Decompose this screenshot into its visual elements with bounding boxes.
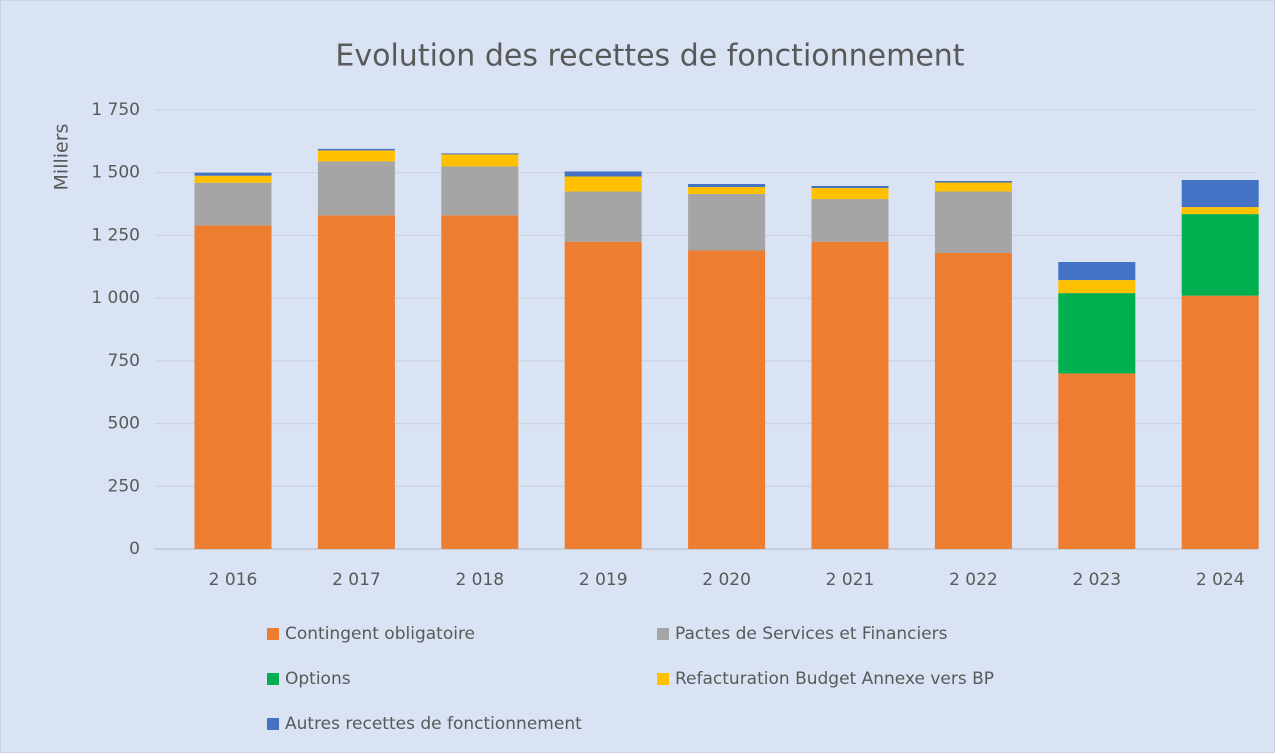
legend-label: Options: [285, 669, 351, 689]
y-tick-label: 250: [108, 476, 140, 496]
bar-segment: [811, 186, 889, 189]
y-tick-label: 750: [108, 351, 140, 371]
chart-title: Evolution des recettes de fonctionnement: [335, 39, 964, 74]
bar-segment: [564, 241, 642, 549]
bar-segment: [1181, 214, 1259, 296]
x-tick-label: 2 020: [702, 570, 751, 590]
bar-segment: [194, 182, 272, 226]
bar-segment: [194, 225, 272, 549]
y-tick-label: 0: [129, 539, 140, 559]
x-tick-label: 2 024: [1196, 570, 1245, 590]
x-tick-label: 2 019: [579, 570, 628, 590]
x-tick-label: 2 022: [949, 570, 998, 590]
bar-segment: [934, 182, 1012, 192]
legend-swatch: [267, 628, 279, 640]
y-tick-label: 500: [108, 414, 140, 434]
bar-segment: [441, 215, 519, 550]
x-tick-label: 2 018: [455, 570, 504, 590]
y-tick-label: 1 750: [91, 100, 140, 120]
bar-segment: [811, 188, 889, 200]
bar-segment: [811, 241, 889, 549]
y-tick-label: 1 000: [91, 288, 140, 308]
y-tick-label: 1 500: [91, 163, 140, 183]
x-tick-label: 2 016: [209, 570, 258, 590]
bar-segment: [317, 150, 395, 162]
legend-swatch: [267, 673, 279, 685]
bar-segment: [1181, 207, 1259, 215]
bar-segment: [811, 199, 889, 242]
bar-segment: [1181, 295, 1259, 549]
x-tick-label: 2 023: [1072, 570, 1121, 590]
bar-segment: [441, 154, 519, 167]
bar-segment: [317, 215, 395, 550]
bar-segment: [1181, 179, 1259, 208]
bar-segment: [1058, 280, 1136, 294]
bar-segment: [194, 172, 272, 176]
y-tick-label: 1 250: [91, 225, 140, 245]
bar-segment: [317, 148, 395, 151]
legend-label: Contingent obligatoire: [285, 624, 475, 644]
bar-segment: [688, 194, 766, 251]
legend-swatch: [657, 673, 669, 685]
x-tick-label: 2 021: [826, 570, 875, 590]
bar-segment: [441, 166, 519, 216]
bar-segment: [688, 250, 766, 550]
bar-segment: [688, 187, 766, 195]
bar-segment: [934, 252, 1012, 549]
bar-segment: [1058, 373, 1136, 549]
bar-segment: [934, 191, 1012, 253]
legend-label: Pactes de Services et Financiers: [675, 624, 948, 644]
bar-segment: [1058, 293, 1136, 374]
legend-swatch: [267, 718, 279, 730]
bar-segment: [564, 191, 642, 242]
legend-swatch: [657, 628, 669, 640]
bar-segment: [317, 161, 395, 216]
y-axis-label: Milliers: [51, 124, 73, 191]
bar-segment: [194, 175, 272, 183]
bar-segment: [688, 184, 766, 188]
legend-label: Autres recettes de fonctionnement: [285, 714, 582, 734]
bar-segment: [1058, 262, 1136, 281]
x-tick-label: 2 017: [332, 570, 381, 590]
bar-segment: [934, 180, 1012, 183]
bar-segment: [564, 176, 642, 192]
bar-segment: [564, 171, 642, 177]
bar-segment: [441, 153, 519, 155]
legend-label: Refacturation Budget Annexe vers BP: [675, 669, 994, 689]
